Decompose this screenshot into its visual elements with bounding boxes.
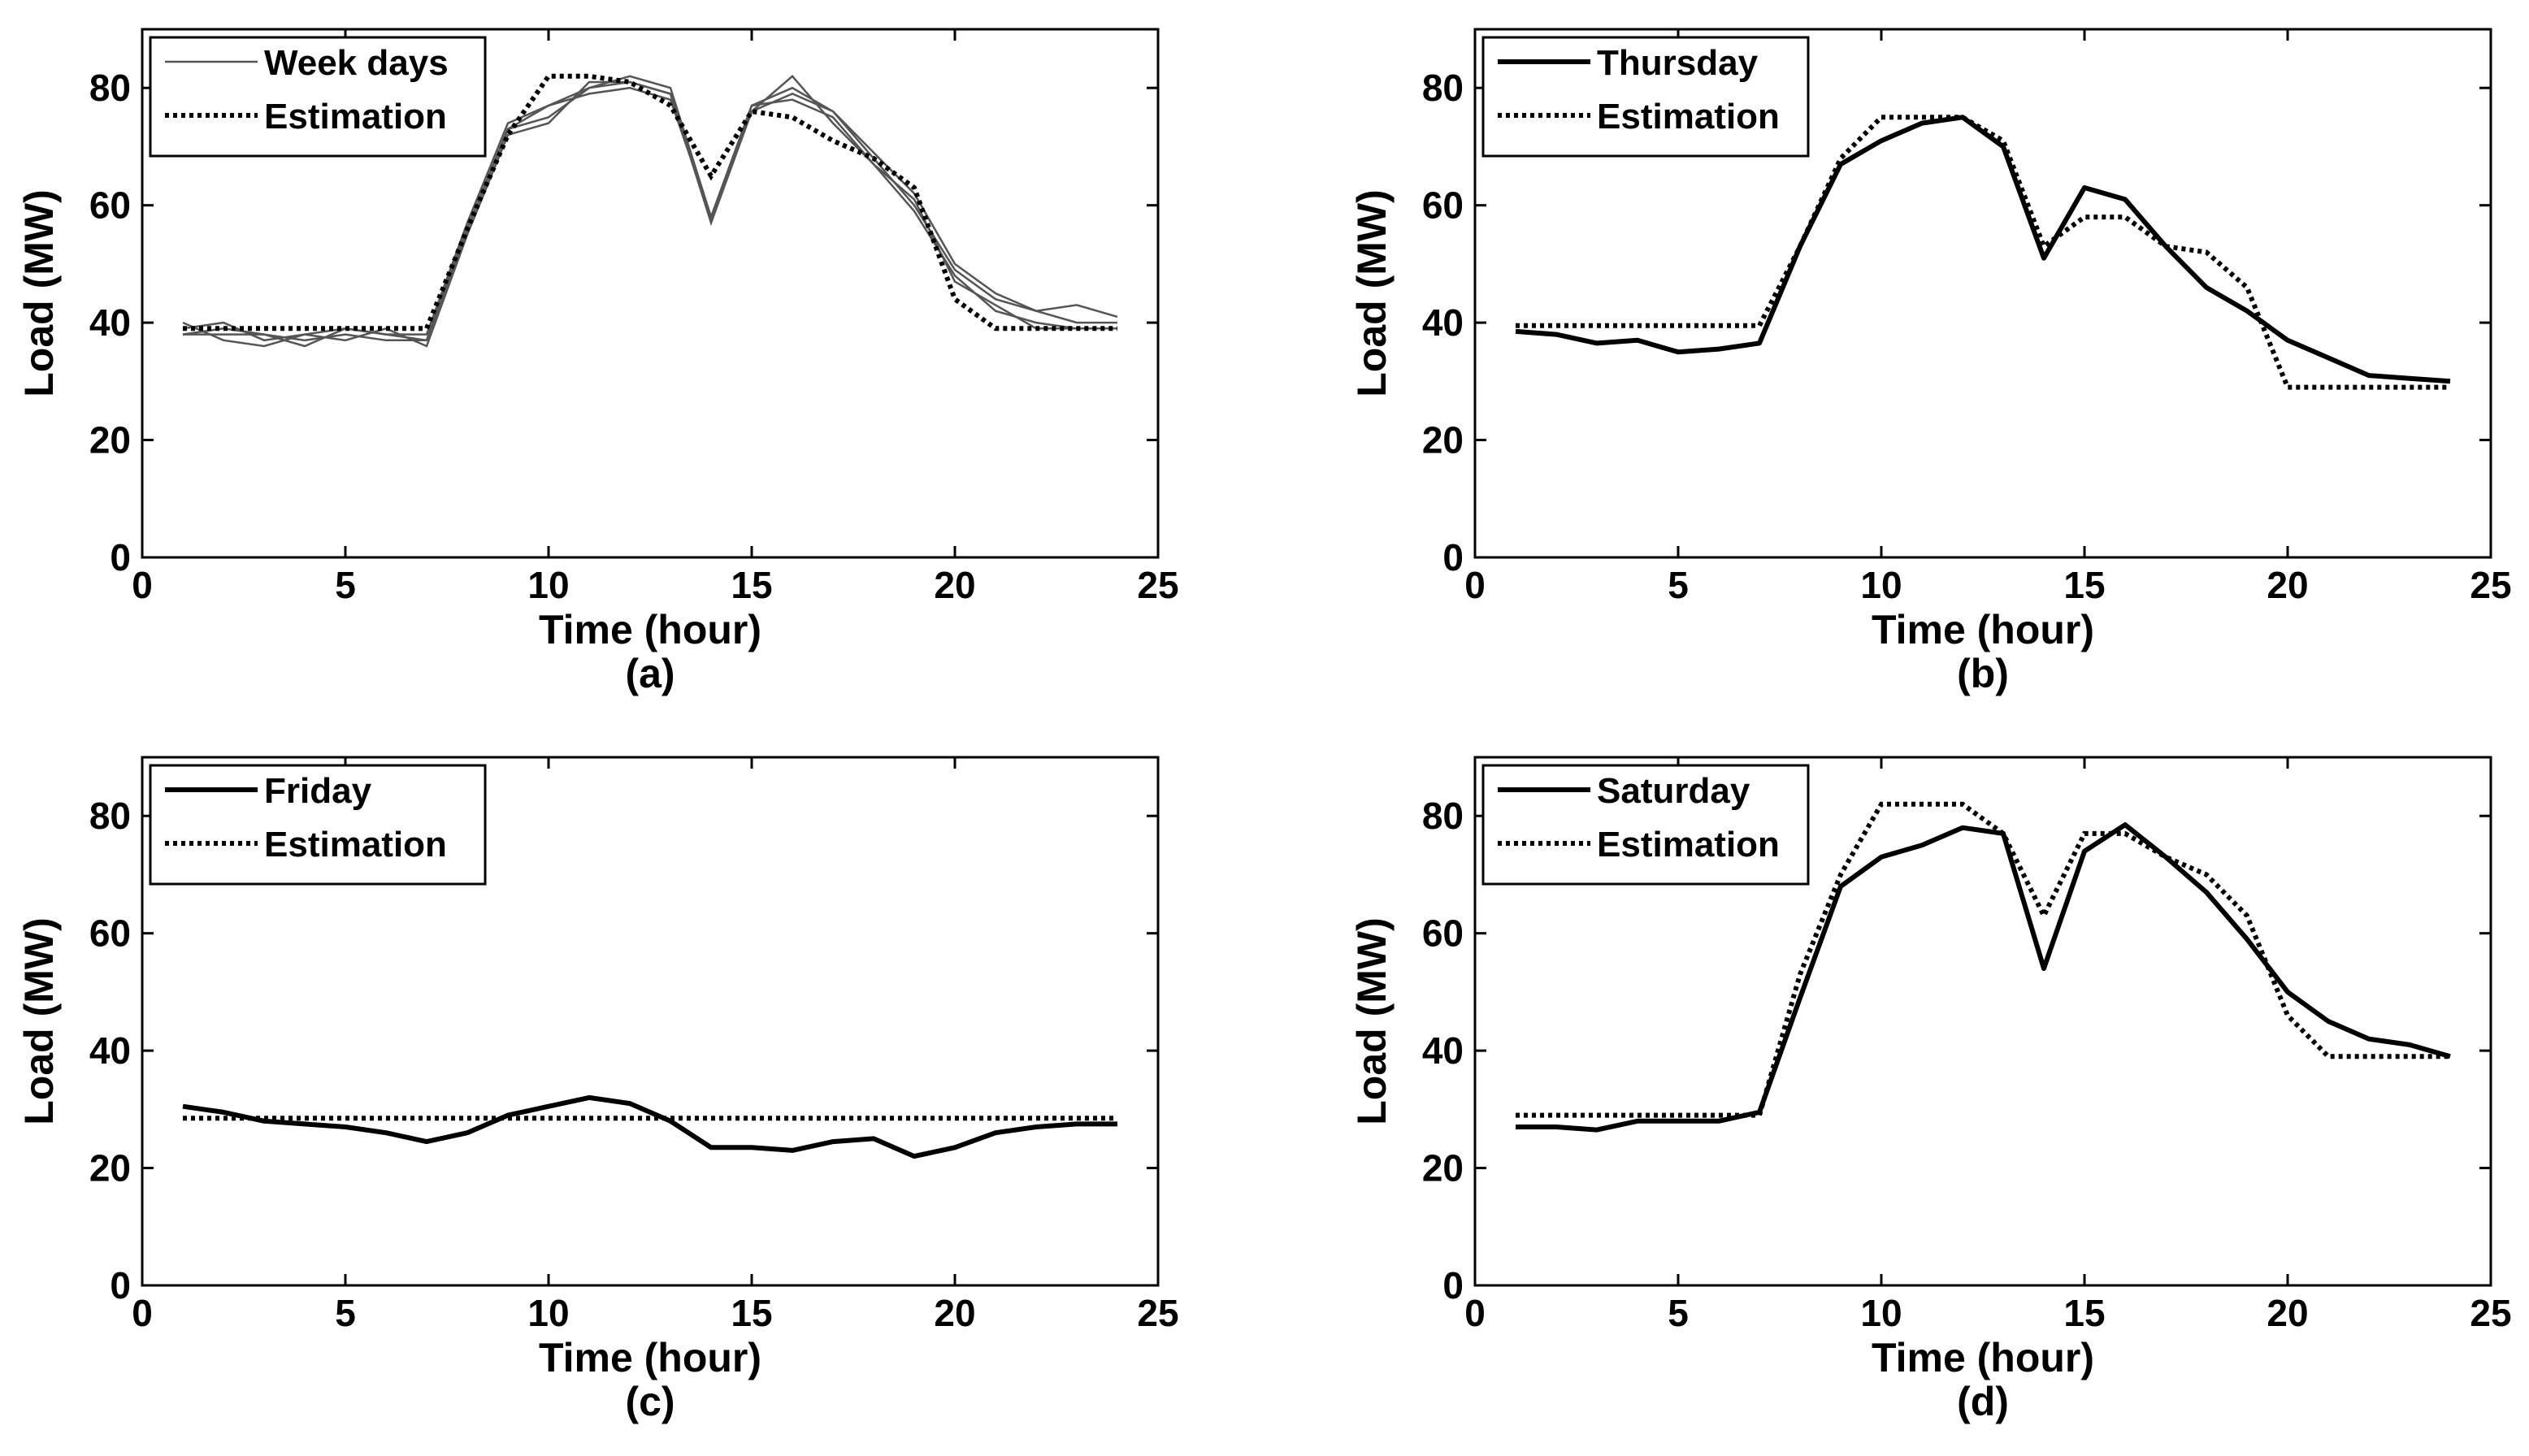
weekday-line-2 [183,75,1117,342]
panel-caption: (a) [625,651,675,696]
y-axis-label: Load (MW) [1349,917,1395,1124]
estimation-line [1516,801,2450,1118]
x-tick-label: 10 [527,564,569,606]
y-tick-label: 40 [89,1029,131,1072]
y-tick-label: 40 [1422,1029,1464,1072]
estimation-line [183,73,1117,332]
panel-caption: (b) [1957,651,2009,696]
y-tick-label: 0 [110,1264,131,1306]
legend-label: Estimation [1597,825,1780,864]
y-tick-label: 40 [1422,301,1464,344]
x-tick-label: 15 [2063,564,2105,606]
x-tick-label: 10 [1860,1292,1902,1334]
x-tick-label: 25 [1137,1292,1178,1334]
x-axis-label: Time (hour) [1872,1335,2094,1380]
y-tick-label: 0 [1442,1264,1464,1306]
x-axis-label: Time (hour) [539,607,761,652]
measured-load-line [182,1094,1117,1159]
legend-box [1481,764,1810,886]
y-tick-label: 40 [89,301,131,344]
y-tick-label: 20 [89,419,131,462]
measured-load-line [1515,115,2451,384]
x-tick-label: 25 [2470,1292,2511,1334]
y-tick-label: 20 [1422,419,1464,462]
x-tick-label: 15 [731,1292,772,1334]
x-tick-label: 0 [1464,564,1486,606]
x-axis-label: Time (hour) [1872,607,2094,652]
legend-box [149,764,487,886]
x-tick-label: 5 [335,1292,356,1334]
x-tick-label: 10 [1860,564,1902,606]
x-tick-label: 20 [934,1292,975,1334]
x-tick-label: 20 [2267,564,2308,606]
weekday-line-3 [182,80,1117,348]
x-tick-label: 5 [1668,1292,1689,1334]
legend-box [1481,36,1810,158]
y-tick-label: 20 [1422,1147,1464,1190]
legend-label: Friday [264,771,372,811]
x-axis-label: Time (hour) [539,1335,761,1380]
x-tick-label: 20 [934,564,975,606]
x-tick-label: 25 [1137,564,1178,606]
legend-label: Week days [264,43,449,83]
y-tick-label: 0 [110,536,131,578]
y-tick-label: 0 [1442,536,1464,578]
panel-caption: (d) [1957,1379,2009,1424]
measured-load-line [1516,822,2451,1133]
chart-panel-2: 0 5 10 15 20 25 0 20 40 60 80 Time (hour) Load (MW) (… [1349,28,2512,696]
x-tick-label: 15 [2063,1292,2105,1334]
legend-box [149,36,487,158]
y-axis-label: Load (MW) [16,189,62,396]
y-tick-label: 80 [89,795,131,837]
legend-label: Estimation [264,825,447,864]
y-axis-label: Load (MW) [1349,189,1395,396]
x-tick-label: 5 [335,564,356,606]
y-tick-label: 60 [1422,184,1464,227]
chart-panel-1: 0 5 10 15 20 25 0 20 40 60 80 Time (hour) Load (MW) (… [16,28,1179,696]
panel-caption: (c) [625,1379,675,1424]
legend-label: Estimation [1597,97,1780,136]
legend-label: Estimation [264,97,447,136]
y-tick-label: 60 [89,912,131,955]
plot-frame [141,28,1160,559]
chart-panel-3: 0 5 10 15 20 25 0 20 40 60 80 Time (hour) Load (MW) (… [16,756,1179,1424]
y-tick-label: 80 [1422,795,1464,837]
y-tick-label: 80 [89,67,131,109]
plot-frame [141,756,1160,1287]
x-tick-label: 25 [2470,564,2511,606]
plot-frame [1473,28,2492,559]
y-tick-label: 80 [1422,67,1464,109]
y-tick-label: 60 [1422,912,1464,955]
x-tick-label: 0 [132,564,153,606]
y-tick-label: 60 [89,184,131,227]
legend-label: Saturday [1597,771,1750,811]
y-tick-label: 20 [89,1147,131,1190]
x-tick-label: 15 [731,564,772,606]
x-tick-label: 0 [1464,1292,1486,1334]
chart-panel-4: 0 5 10 15 20 25 0 20 40 60 80 Time (hour) Load (MW) (… [1349,756,2512,1424]
x-tick-label: 10 [527,1292,569,1334]
x-tick-label: 20 [2267,1292,2308,1334]
plot-frame [1473,756,2492,1287]
x-tick-label: 5 [1668,564,1689,606]
x-tick-label: 0 [132,1292,153,1334]
weekday-line-4 [182,86,1117,348]
legend-label: Thursday [1597,43,1759,83]
y-axis-label: Load (MW) [16,917,62,1124]
estimation-line [1516,115,2450,390]
